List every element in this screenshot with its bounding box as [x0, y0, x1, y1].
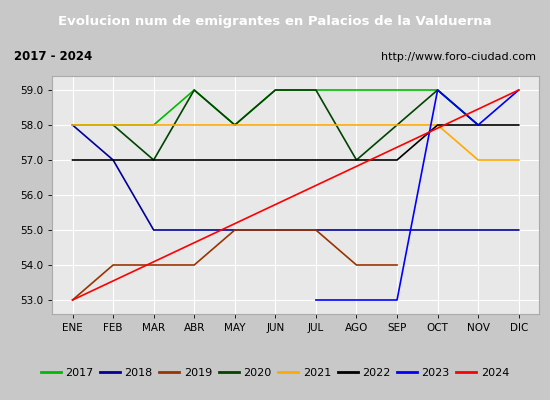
- Text: Evolucion num de emigrantes en Palacios de la Valduerna: Evolucion num de emigrantes en Palacios …: [58, 14, 492, 28]
- Text: http://www.foro-ciudad.com: http://www.foro-ciudad.com: [381, 52, 536, 62]
- Text: 2017 - 2024: 2017 - 2024: [14, 50, 92, 64]
- Legend: 2017, 2018, 2019, 2020, 2021, 2022, 2023, 2024: 2017, 2018, 2019, 2020, 2021, 2022, 2023…: [41, 368, 509, 378]
